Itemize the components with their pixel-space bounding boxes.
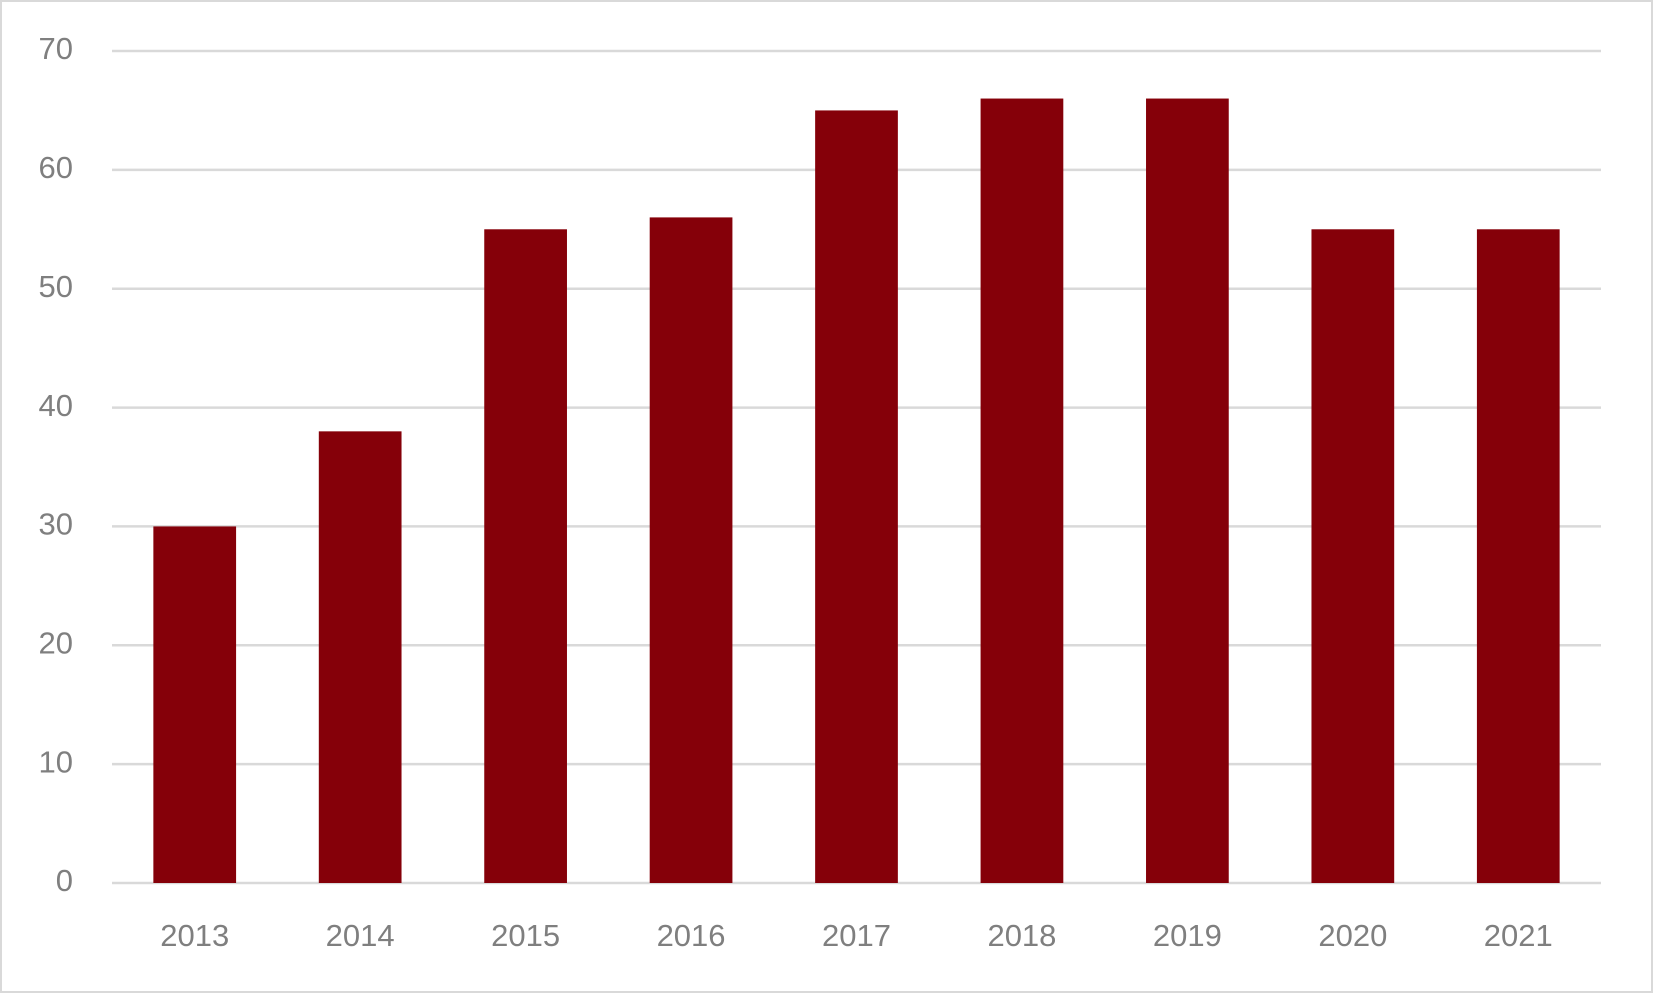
x-tick-label: 2021 (1484, 918, 1553, 953)
x-tick-label: 2018 (987, 918, 1056, 953)
x-tick-label: 2016 (657, 918, 726, 953)
y-tick-label: 0 (56, 863, 73, 898)
bar (1146, 98, 1229, 884)
y-tick-label: 50 (39, 269, 73, 304)
bar (1311, 229, 1395, 884)
x-tick-label: 2019 (1153, 918, 1222, 953)
x-tick-label: 2020 (1318, 918, 1387, 953)
bar (980, 98, 1064, 884)
bar (153, 526, 237, 883)
bar (815, 110, 898, 883)
y-tick-label: 60 (39, 150, 73, 185)
y-tick-label: 70 (39, 31, 73, 66)
bar (1476, 229, 1560, 884)
bar (318, 431, 402, 883)
x-tick-label: 2014 (326, 918, 395, 953)
y-tick-label: 10 (39, 744, 73, 779)
x-tick-label: 2017 (822, 918, 891, 953)
x-tick-label: 2015 (491, 918, 560, 953)
bar (649, 217, 733, 883)
bar (484, 229, 567, 884)
y-tick-label: 20 (39, 625, 73, 660)
x-tick-label: 2013 (160, 918, 229, 953)
y-tick-label: 40 (39, 388, 73, 423)
y-tick-label: 30 (39, 507, 73, 542)
